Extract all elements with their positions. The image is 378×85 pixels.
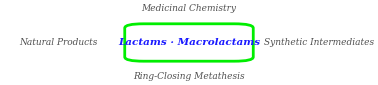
Text: Synthetic Intermediates: Synthetic Intermediates [264,38,375,47]
FancyBboxPatch shape [125,24,253,61]
Text: Lactams · Macrolactams: Lactams · Macrolactams [118,38,260,47]
Text: Natural Products: Natural Products [19,38,98,47]
Text: Ring-Closing Metathesis: Ring-Closing Metathesis [133,72,245,81]
Text: Medicinal Chemistry: Medicinal Chemistry [141,4,237,13]
